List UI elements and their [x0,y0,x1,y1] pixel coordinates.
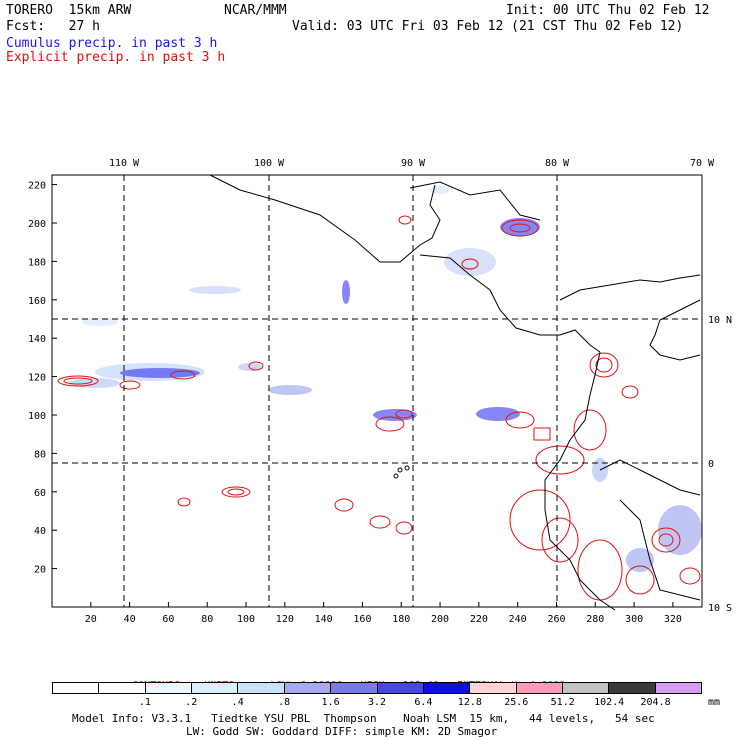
x-tick-label: 140 [315,614,333,625]
x-tick-label: 280 [586,614,604,625]
color-bar-label: 51.2 [550,697,575,708]
y-tick-label: 200 [28,219,46,230]
longitude-label: 110 W [109,158,140,169]
color-bar-swatch [562,683,610,693]
color-bar-swatch [145,683,193,693]
color-bar-label: .4 [231,697,244,708]
color-bar-label: 25.6 [504,697,529,708]
color-bar-label: .2 [185,697,198,708]
y-tick-label: 120 [28,373,46,384]
x-tick-label: 240 [509,614,527,625]
color-bar-label: 6.4 [414,697,433,708]
x-tick-label: 180 [392,614,410,625]
init-time: Init: 00 UTC Thu 02 Feb 12 [506,3,710,18]
x-tick-label: 40 [124,614,136,625]
y-tick-label: 80 [34,449,46,460]
color-bar-swatch [284,683,332,693]
color-bar [52,682,702,694]
color-bar-swatch [331,683,378,693]
color-bar-label: 3.2 [367,697,387,708]
cumulus-precip-areas [70,186,702,572]
y-tick-label: 220 [28,181,46,192]
color-bar-label: 204.8 [640,697,671,708]
x-tick-label: 20 [85,614,97,625]
explicit-precip-label: Explicit precip. in past 3 h [6,50,226,65]
x-tick-label: 120 [276,614,294,625]
color-bar-swatch [655,683,702,693]
y-tick-label: 60 [34,488,46,499]
x-tick-label: 300 [625,614,643,625]
x-tick-label: 320 [664,614,682,625]
axis-labels: 20 40 60 80 100 120 140 160 180 200 220 240 260 280 30… [28,158,732,625]
lat-lon-grid [52,175,702,607]
latitude-label: 10 N [708,315,732,326]
longitude-label: 70 W [690,158,715,169]
color-bar-label: 12.8 [457,697,482,708]
model-name: TORERO 15km ARW [6,3,132,18]
color-bar-label: .8 [278,697,291,708]
color-bar-swatch [423,683,471,693]
coastline [209,174,701,611]
y-tick-label: 160 [28,296,46,307]
longitude-label: 90 W [401,158,426,169]
x-tick-label: 60 [162,614,174,625]
color-bar-units: mm [708,697,721,708]
color-bar-swatch [470,683,517,693]
color-bar-swatch [192,683,239,693]
color-bar-swatch [99,683,146,693]
color-bar-swatch [53,683,100,693]
x-tick-label: 200 [431,614,449,625]
forecast-hour: Fcst: 27 h [6,19,100,34]
x-tick-label: 260 [547,614,565,625]
x-tick-label: 220 [470,614,488,625]
x-tick-label: 160 [353,614,371,625]
y-tick-label: 20 [34,565,46,576]
organization: NCAR/MMM [224,3,287,18]
valid-time: Valid: 03 UTC Fri 03 Feb 12 (21 CST Thu … [292,19,684,34]
color-bar-labels: .1 .2 .4 .8 1.6 3.2 6.4 12.8 25.6 51.2 102.4 204.8 [52,697,702,709]
map-frame [51,174,703,608]
y-tick-label: 40 [34,526,46,537]
color-bar-swatch [516,683,563,693]
x-tick-label: 100 [237,614,255,625]
color-bar-swatch [609,683,656,693]
longitude-label: 100 W [254,158,285,169]
color-bar-label: 102.4 [594,697,625,708]
physics-info: LW: Godd SW: Goddard DIFF: simple KM: 2D… [186,725,498,738]
color-bar-swatch [377,683,424,693]
color-bar-swatch [238,683,285,693]
latitude-label: 10 S [708,603,732,614]
axis-ticks [52,184,674,607]
latitude-label: 0 [708,459,714,470]
color-bar-label: 1.6 [321,697,340,708]
cumulus-precip-label: Cumulus precip. in past 3 h [6,36,218,51]
model-info: Model Info: V3.3.1 Tiedtke YSU PBL Thomp… [72,712,655,725]
explicit-precip-contours [57,215,701,601]
color-bar-label: .1 [138,697,151,708]
x-tick-label: 80 [201,614,213,625]
longitude-label: 80 W [545,158,570,169]
y-tick-label: 140 [28,334,46,345]
y-tick-label: 100 [28,411,46,422]
y-tick-label: 180 [28,257,46,268]
